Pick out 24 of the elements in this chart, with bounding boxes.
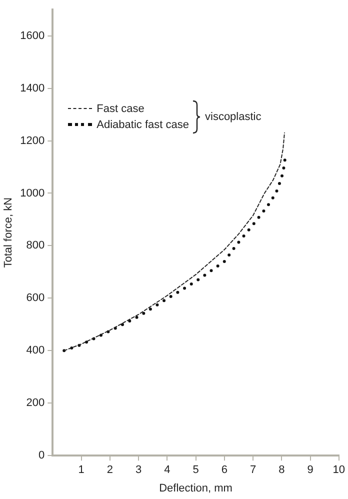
y-tick-label: 0 (38, 450, 45, 462)
y-tick-label: 1600 (20, 30, 45, 42)
x-tick-label: 1 (78, 464, 84, 476)
x-tick-label: 2 (106, 464, 113, 476)
x-tick-label: 10 (332, 464, 346, 476)
y-tick-label: 1200 (20, 134, 45, 147)
legend-label: Fast case (96, 102, 144, 115)
x-axis-title: Deflection, mm (159, 482, 232, 494)
x-tick-label: 4 (164, 464, 170, 476)
x-tick-label: 8 (278, 464, 285, 476)
x-tick-label: 3 (135, 464, 142, 476)
x-tick-label: 5 (192, 464, 199, 476)
y-axis-title: Total force, kN (2, 197, 15, 268)
x-tick-label: 6 (221, 464, 228, 476)
x-tick-label: 7 (250, 464, 256, 476)
x-tick-label: 9 (307, 464, 314, 476)
y-tick-label: 1400 (20, 82, 45, 94)
y-tick-label: 400 (26, 344, 45, 357)
y-tick-label: 600 (26, 292, 45, 304)
legend-label: Adiabatic fast case (96, 118, 189, 131)
y-tick-label: 1000 (20, 187, 45, 200)
y-tick-label: 200 (26, 397, 45, 410)
legend-title: viscoplastic (205, 110, 262, 123)
y-tick-label: 800 (26, 240, 45, 252)
